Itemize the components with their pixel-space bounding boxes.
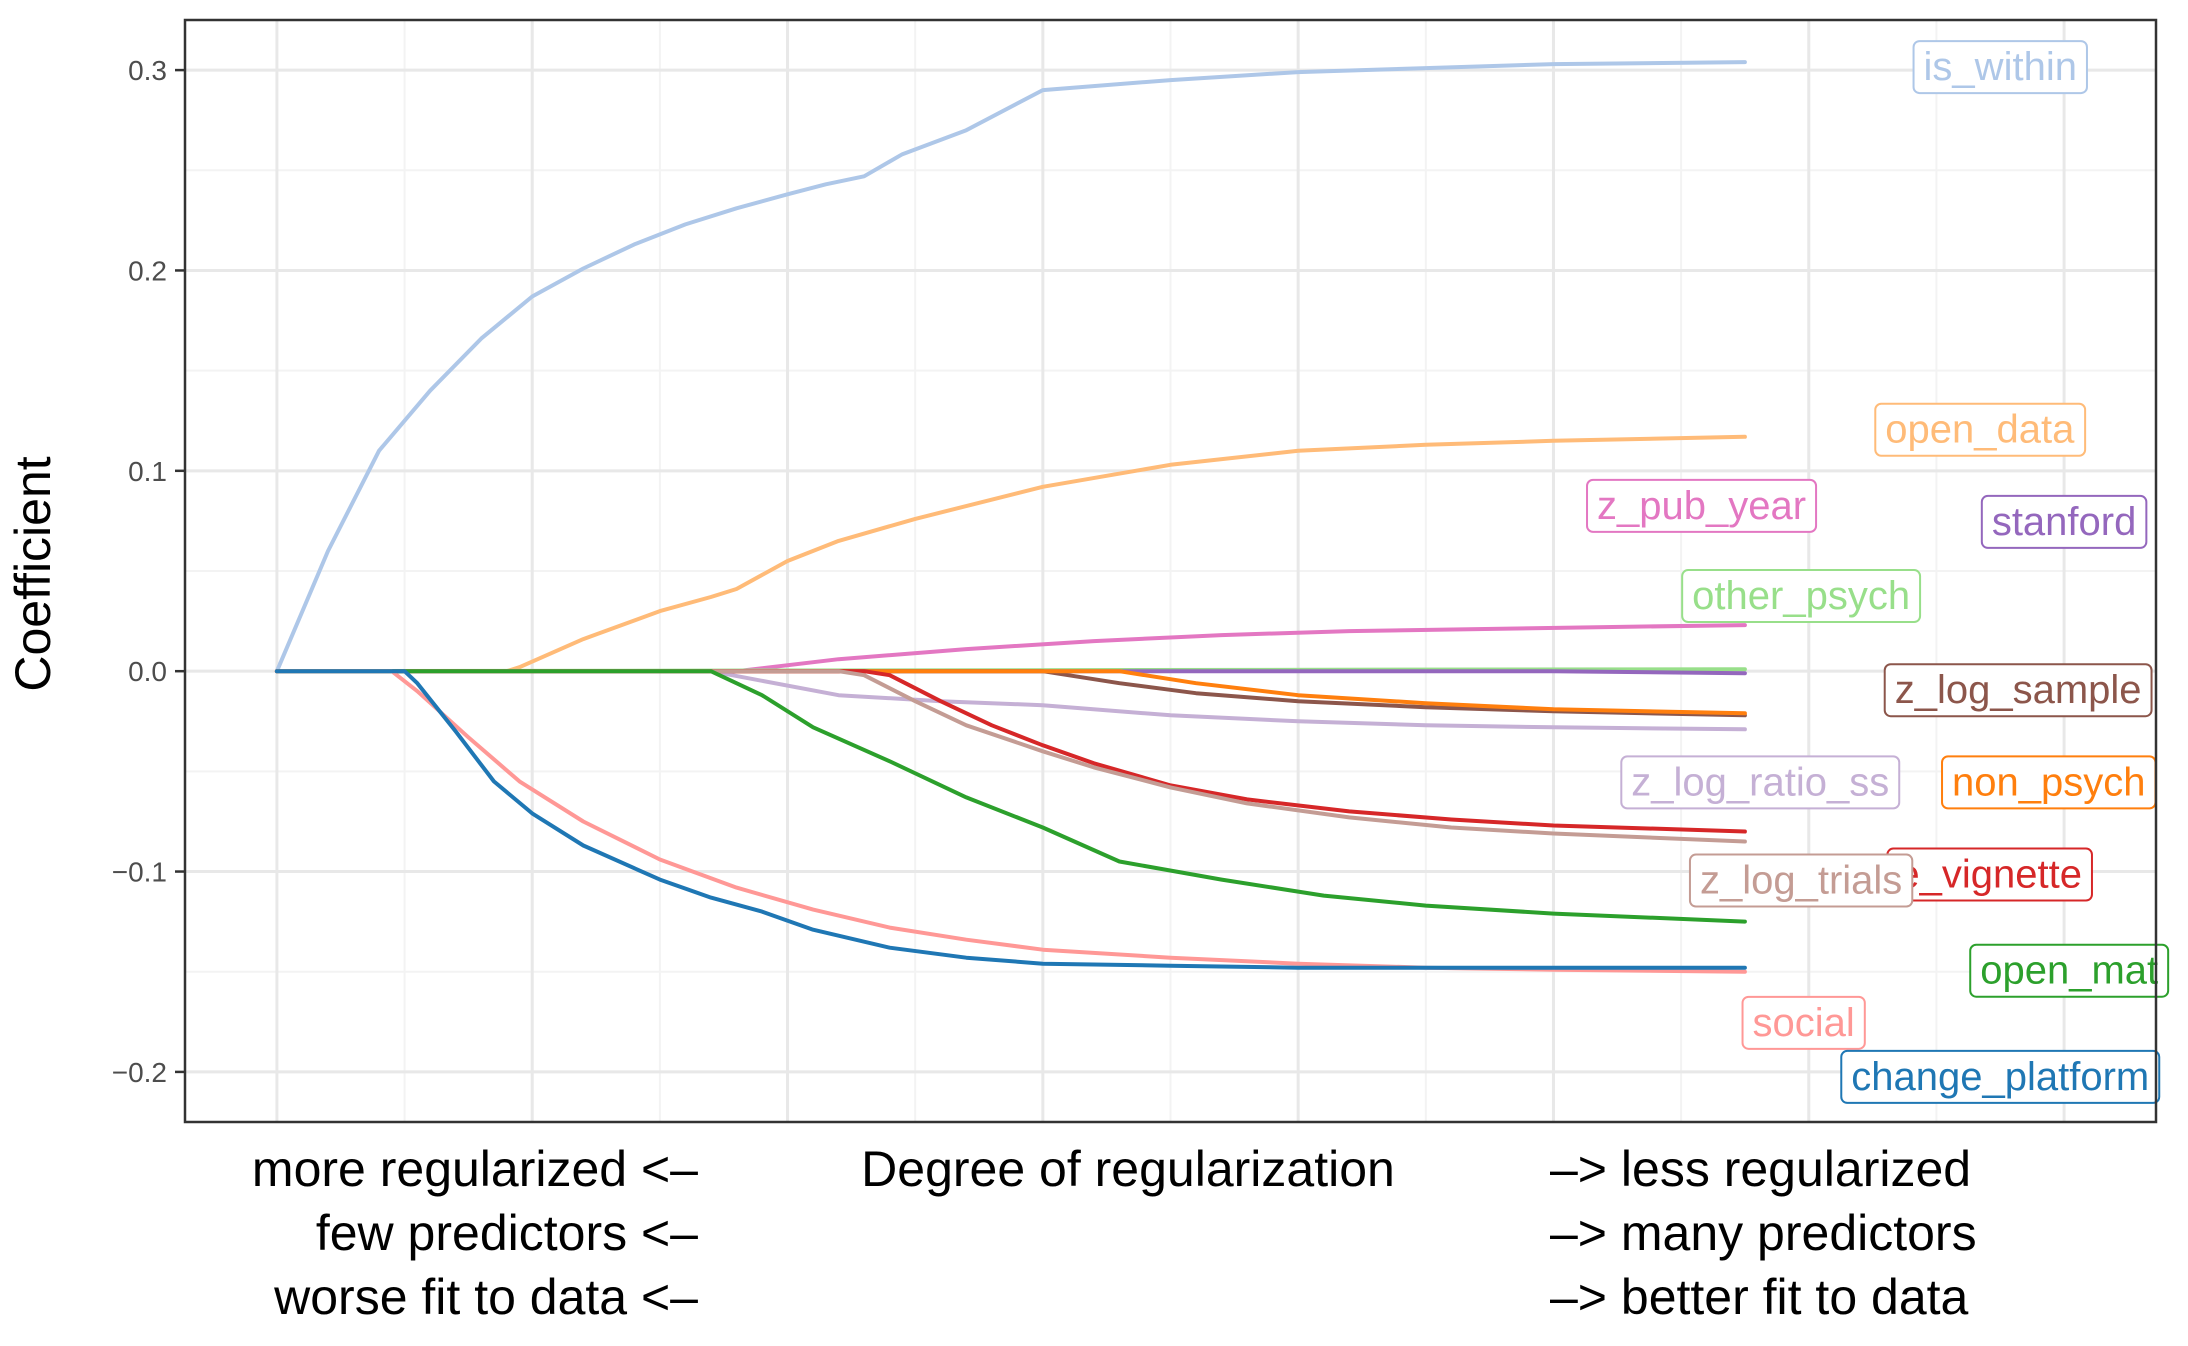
series-label-text: stanford <box>1992 500 2137 544</box>
y-tick-label: 0.0 <box>128 656 167 687</box>
series-label-z-pub-year: z_pub_year <box>1586 478 1818 533</box>
series-label-text: other_psych <box>1692 574 1910 618</box>
series-label-text: z_log_trials <box>1700 859 1902 903</box>
series-line-social <box>274 669 1747 974</box>
y-axis: −0.2 −0.1 0.0 0.1 0.2 0.3 <box>112 55 185 1088</box>
series-label-is-within: is_within <box>1912 40 2088 95</box>
series-label-non-psych: non_psych <box>1941 755 2157 810</box>
series-label-stanford: stanford <box>1980 494 2148 549</box>
series-label-open-mat: open_mat <box>1969 943 2170 998</box>
series-line-z-pub-year <box>274 623 1747 674</box>
series-labels: is_within open_data z_pub_year stanford othe… <box>1586 40 2170 1104</box>
series-label-text: open_mat <box>1980 949 2158 993</box>
right-annotation-line: –> better fit to data <box>1550 1269 1969 1325</box>
x-axis-title: Degree of regularization <box>861 1141 1395 1197</box>
series-label-text: non_psych <box>1952 760 2145 804</box>
series-label-box <box>1980 494 2148 549</box>
series-label-text: is_within <box>1924 45 2077 89</box>
series-line-z-log-ratio-ss <box>274 669 1747 732</box>
y-tick-label: 0.1 <box>128 456 167 487</box>
y-tick-label: −0.1 <box>112 857 167 888</box>
series-label-box <box>1688 853 1914 908</box>
series-label-z-log-trials: z_log_trials <box>1688 853 1914 908</box>
series-label-box <box>1586 478 1818 533</box>
right-annotation-line: –> less regularized <box>1550 1141 1971 1197</box>
series-label-text: z_pub_year <box>1597 484 1806 528</box>
series-line-z-log-trials <box>274 669 1747 844</box>
right-annotation-line: –> many predictors <box>1550 1205 1977 1261</box>
series-label-box <box>1840 1049 2161 1104</box>
series-label-box <box>1681 569 1922 624</box>
left-annotation-line: few predictors <– <box>316 1205 698 1261</box>
series-line-change-platform <box>274 669 1747 970</box>
y-tick-label: 0.2 <box>128 255 167 286</box>
series-label-text: open_data <box>1885 408 2075 452</box>
y-tick-label: −0.2 <box>112 1057 167 1088</box>
series-label-z-log-ratio-ss: z_log_ratio_ss <box>1620 755 1901 810</box>
series-label-text: change_platform <box>1851 1055 2149 1099</box>
series-label-box <box>1874 402 2087 457</box>
series-line-e-vignette <box>274 669 1747 834</box>
series-label-open-data: open_data <box>1874 402 2087 457</box>
series-label-text: social <box>1753 1001 1855 1045</box>
plot-panel-border <box>183 18 2158 1124</box>
series-label-box <box>1969 943 2170 998</box>
series-label-text: e_vignette <box>1897 853 2082 897</box>
series-label-e-vignette: e_vignette <box>1886 847 2093 902</box>
left-annotation-line: more regularized <– <box>252 1141 698 1197</box>
series-label-text: z_log_ratio_ss <box>1631 760 1889 804</box>
series-line-non-psych <box>274 669 1747 716</box>
series-label-box <box>1620 755 1901 810</box>
y-axis-title: Coefficient <box>5 456 61 691</box>
series-line-open-data <box>274 434 1747 674</box>
series-label-box <box>1741 995 1866 1050</box>
left-annotation-line: worse fit to data <– <box>273 1269 698 1325</box>
y-tick-label: 0.3 <box>128 55 167 86</box>
series-label-other-psych: other_psych <box>1681 569 1922 624</box>
series-line-open-mat <box>274 669 1747 924</box>
series-lines <box>274 60 1747 974</box>
series-label-text: z_log_sample <box>1895 668 2142 712</box>
x-axis-annotations: more regularized <– few predictors <– wors… <box>252 1141 1977 1325</box>
series-label-social: social <box>1741 995 1866 1050</box>
series-label-change-platform: change_platform <box>1840 1049 2161 1104</box>
series-label-box <box>1912 40 2088 95</box>
series-line-is-within <box>274 60 1747 674</box>
series-label-box <box>1883 663 2153 718</box>
series-label-z-log-sample: z_log_sample <box>1883 663 2153 718</box>
